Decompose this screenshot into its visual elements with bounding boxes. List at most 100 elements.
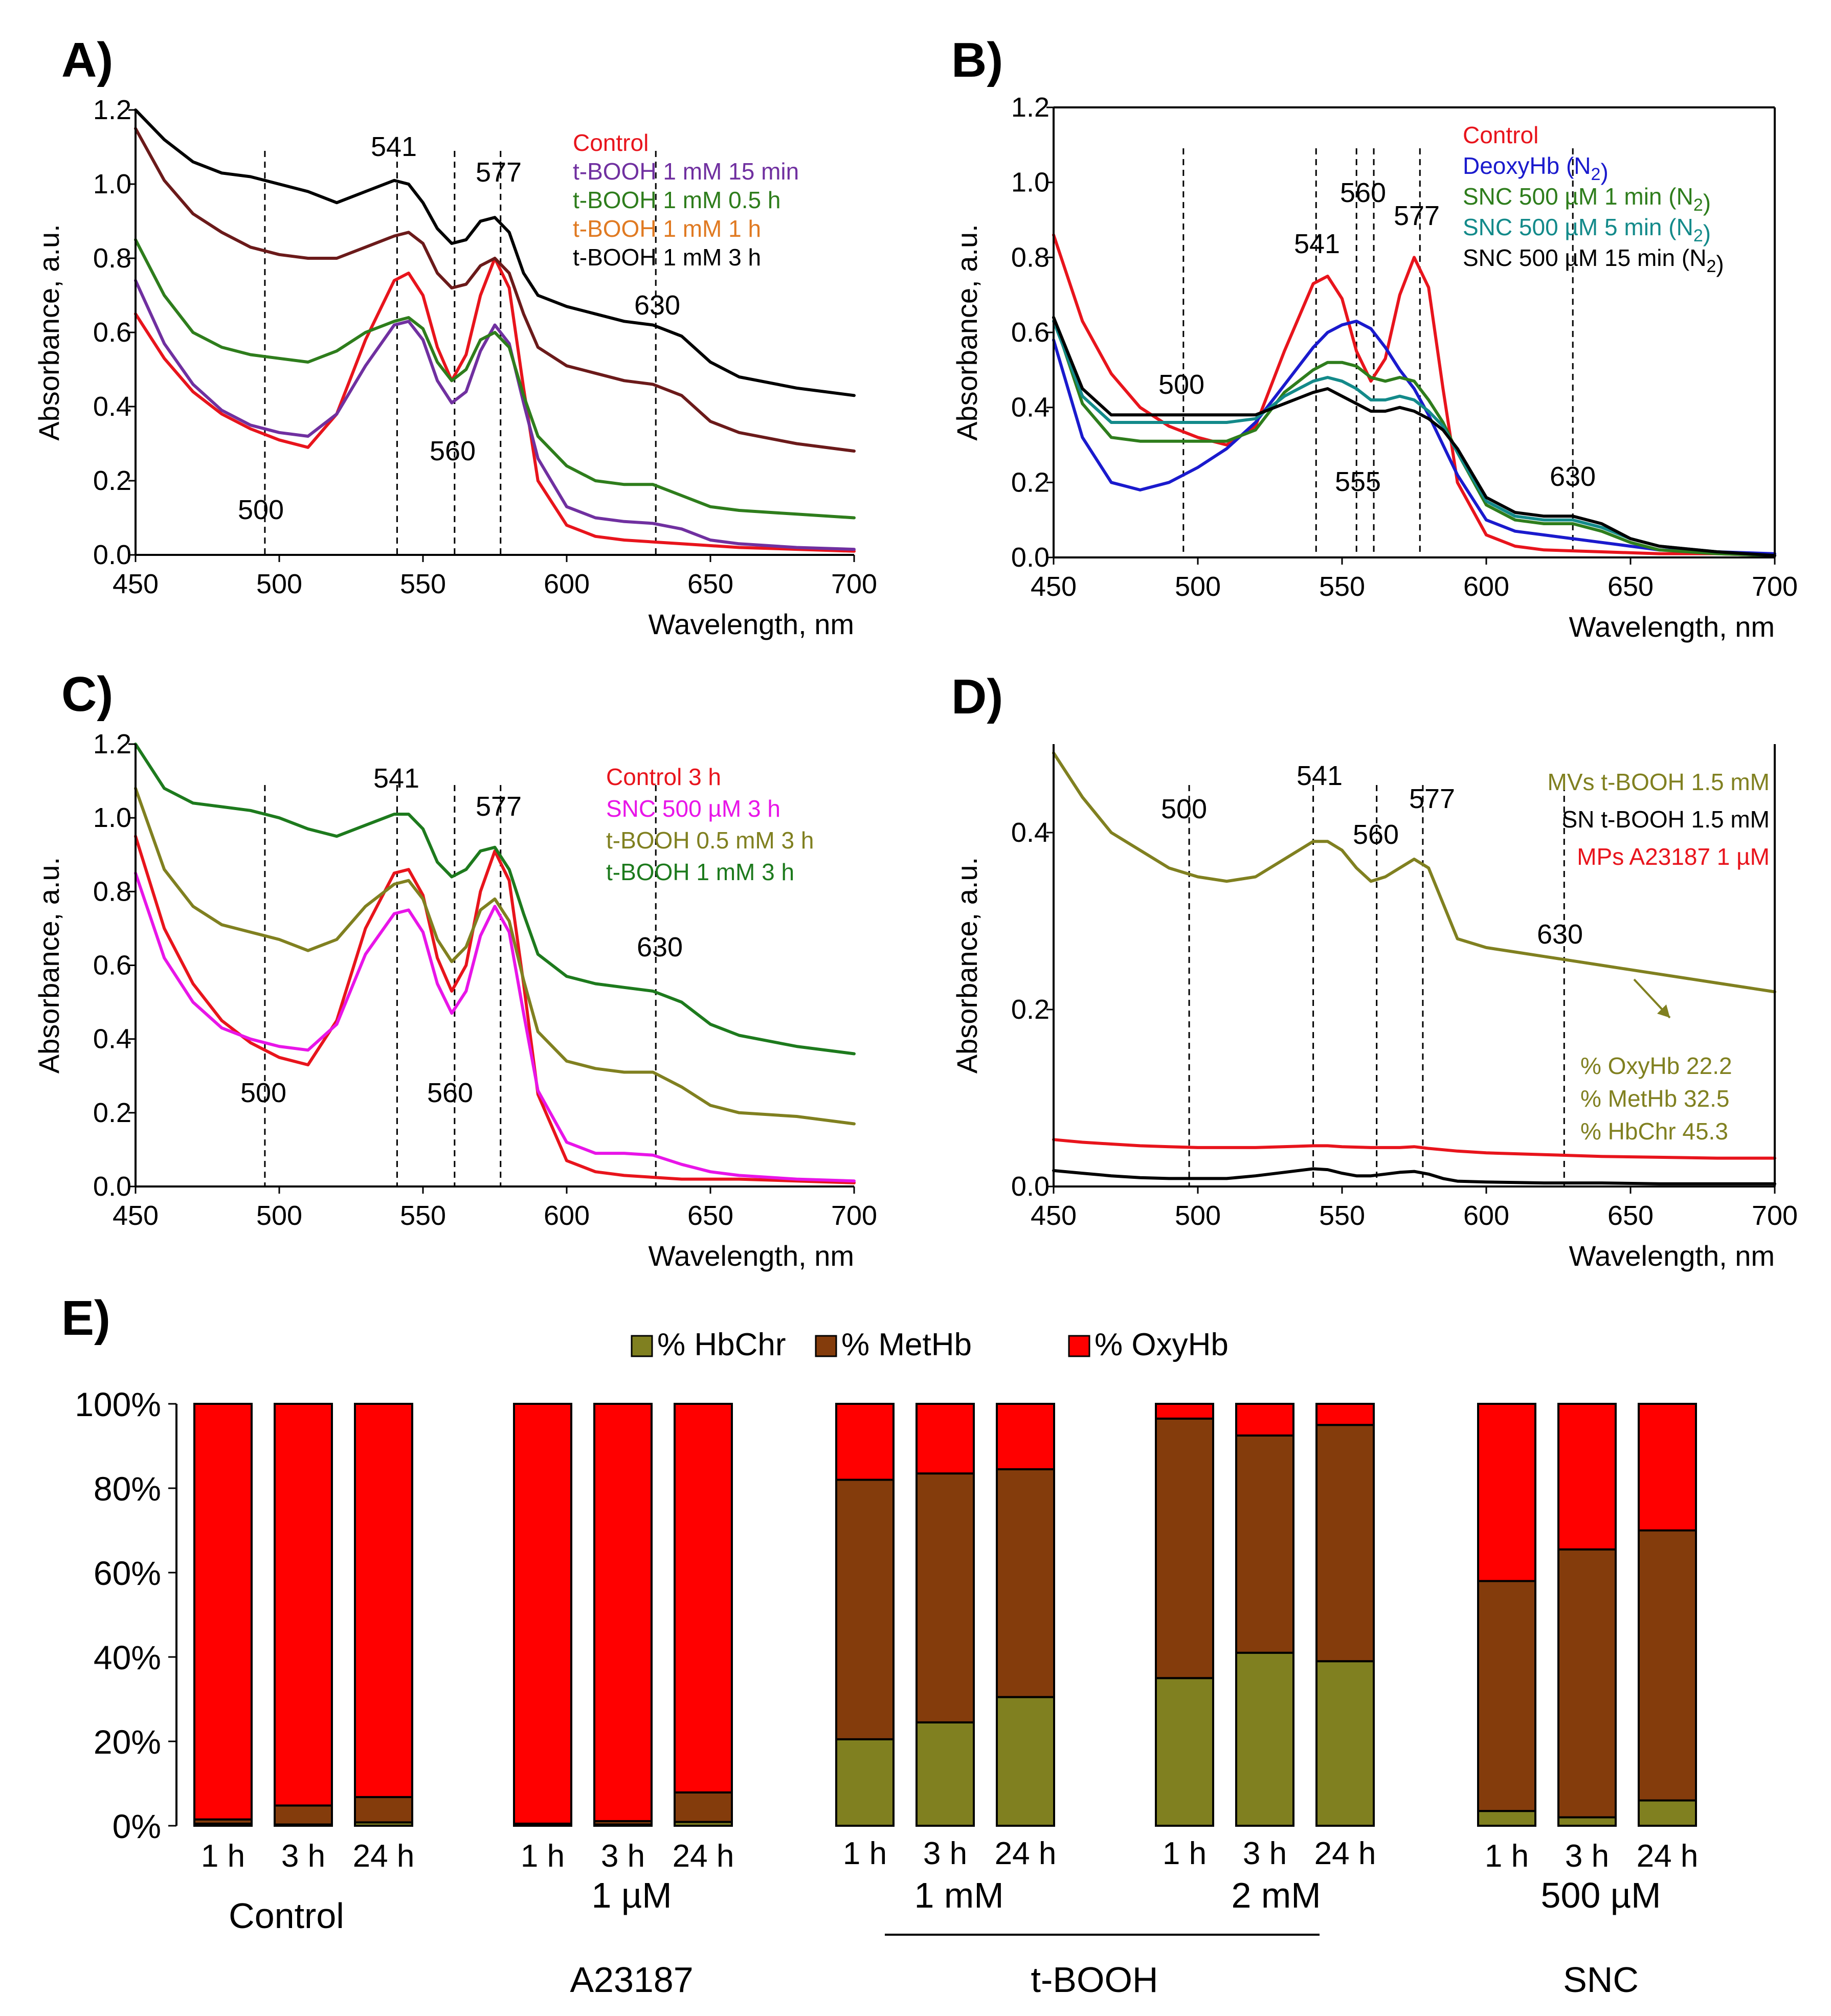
peak-label-577: 577 [1394,200,1440,231]
panel-label: C) [61,667,113,722]
y-tick-label: 0.2 [1011,994,1050,1025]
bar-segment-methb [674,1791,733,1823]
bar-segment-hbchr [915,1721,975,1827]
series-line-4 [1052,320,1776,557]
bar-segment-hbchr [1638,1799,1697,1827]
y-tick-label: 0.8 [93,876,131,907]
category-label: 24 h [995,1836,1057,1871]
y-tick-label: 0.0 [1011,1171,1050,1202]
x-tick-label: 500 [256,569,302,599]
bar-segment-methb [354,1796,413,1824]
x-tick-label: 450 [1031,1200,1077,1231]
y-axis-title: Absorbance, a.u. [33,857,65,1073]
peak-label-560: 560 [427,1078,473,1108]
bar-segment-hbchr [996,1696,1055,1827]
bar-segment-oxyhb [593,1403,653,1822]
x-tick-label: 450 [113,1200,159,1231]
peak-label-541: 541 [1297,760,1343,791]
series-line-3 [1052,1138,1776,1160]
x-tick-label: 550 [400,569,446,599]
bar-segment-oxyhb [1155,1403,1214,1420]
bar-segment-hbchr [1155,1677,1214,1827]
dose-label: 2 mM [1232,1875,1321,1915]
series-line-1 [1052,751,1776,994]
bar-segment-oxyhb [674,1403,733,1794]
bar-group-1: 1 h 3 h 24 h Control [193,1403,414,1936]
category-label: 3 h [1243,1836,1287,1871]
peak-label-555: 555 [1335,466,1381,497]
x-axis-title: Wavelength, nm [1569,1240,1775,1272]
y-tick-label: 100% [75,1385,161,1423]
bar-segment-oxyhb [1477,1403,1536,1582]
peak-label-577: 577 [476,791,522,822]
y-tick-label: 1.2 [1011,92,1050,123]
bar-segment-hbchr [1477,1810,1536,1827]
legend-entry-4: t-BOOH 1 mM 3 h [606,859,794,885]
category-label: 24 h [1314,1836,1376,1871]
x-tick-label: 600 [1463,571,1509,602]
legend-swatch-1 [631,1335,653,1357]
composition-entry-1: % OxyHb 22.2 [1580,1052,1732,1079]
series-line-2 [134,279,856,551]
category-label: 1 h [843,1836,887,1871]
category-label: 1 h [521,1839,565,1874]
series-line-2 [1052,320,1776,555]
bar-segment-methb [1315,1424,1375,1663]
category-label: 3 h [1565,1839,1609,1874]
peak-label-577: 577 [1409,783,1455,814]
panel-label: A) [61,33,113,87]
x-tick-label: 700 [831,569,877,599]
legend-entry-2: SN t-BOOH 1.5 mM [1562,806,1770,833]
bar-segment-oxyhb [835,1403,895,1481]
bar-segment-oxyhb [193,1403,253,1821]
bar-segment-methb [915,1472,975,1723]
x-tick-label: 500 [1175,571,1221,602]
peak-label-630: 630 [1537,919,1583,950]
y-tick-label: 0.8 [1011,242,1050,273]
series-line-2 [1052,1167,1776,1185]
legend-entry-3: MPs A23187 1 µM [1577,843,1770,870]
legend-entry-3: % OxyHb [1095,1327,1229,1362]
legend-entry-2: t-BOOH 1 mM 15 min [573,158,799,185]
bar-segment-oxyhb [996,1403,1055,1470]
series-line-3 [1052,316,1776,557]
category-label: 1 h [201,1839,245,1874]
panel-e: E) % HbChr % MetHb % OxyHb 0% 20% 40% 60% 80% 100… [61,1291,1698,2000]
bar-segment-hbchr [1315,1660,1375,1827]
y-tick-label: 40% [94,1639,161,1676]
peak-label-500: 500 [238,495,284,525]
category-label: 3 h [281,1839,325,1874]
legend-swatch-3 [1068,1335,1090,1357]
bar-segment-hbchr [835,1738,895,1827]
x-tick-label: 450 [113,569,159,599]
peak-label-630: 630 [634,290,680,321]
legend-entry-1: % HbChr [657,1327,786,1362]
peak-label-541: 541 [373,763,419,794]
panel-d: D) 450 500 550 600 650 700 0.0 0.2 0.4 Wavelength,… [951,669,1798,1272]
y-tick-label: 0.2 [93,1097,131,1128]
y-tick-label: 0.0 [93,540,131,570]
peak-label-560: 560 [1353,819,1399,850]
series-line-4 [134,743,856,1056]
peak-label-541: 541 [371,131,417,162]
series-line-5 [1052,316,1776,557]
x-tick-label: 450 [1031,571,1077,602]
x-tick-label: 500 [1175,1200,1221,1231]
bar-segment-methb [996,1468,1055,1698]
legend-entry-3: t-BOOH 0.5 mM 3 h [606,827,814,854]
peak-label-500: 500 [1161,794,1207,824]
series-line-3 [134,787,856,1126]
panel-label: D) [951,669,1003,724]
panel-a: A) 450 500 550 600 650 700 0.0 0.2 0.4 0.6 0.8 1.0 1.… [33,33,877,640]
x-tick-label: 700 [831,1200,877,1231]
dose-label: 500 µM [1541,1875,1661,1915]
legend-entry-1: MVs t-BOOH 1.5 mM [1548,769,1770,795]
y-tick-label: 0.2 [93,465,131,496]
legend-entry-3: t-BOOH 1 mM 0.5 h [573,187,780,213]
bar-segment-oxyhb [915,1403,975,1475]
composition-arrow-head [1657,1004,1670,1018]
y-tick-label: 0.4 [93,391,131,422]
x-tick-label: 600 [1463,1200,1509,1231]
y-tick-label: 0.6 [93,317,131,348]
bar-segment-methb [1235,1434,1294,1654]
